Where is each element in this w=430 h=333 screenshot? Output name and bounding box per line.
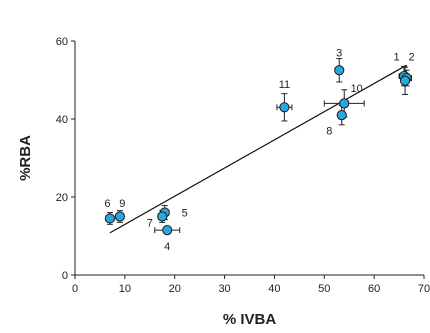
tick-group: 0 10 20 30 40 50 60 70 0 20 40 60 bbox=[56, 36, 430, 295]
x-tick-label: 50 bbox=[318, 283, 330, 295]
y-axis-label: %RBA bbox=[17, 135, 34, 181]
axes bbox=[74, 41, 424, 276]
y-tick-label: 40 bbox=[56, 114, 68, 126]
point-label-group: 1 2 3 10 11 8 6 9 7 5 4 bbox=[104, 48, 414, 253]
x-tick-label: 60 bbox=[368, 283, 380, 295]
data-point-11 bbox=[279, 102, 290, 113]
x-tick-label: 40 bbox=[268, 283, 280, 295]
regression-line bbox=[109, 64, 407, 234]
data-point-12 bbox=[399, 75, 411, 86]
point-group bbox=[104, 65, 412, 236]
point-label-8: 8 bbox=[326, 126, 332, 138]
data-point-8 bbox=[336, 110, 347, 121]
point-label-7: 7 bbox=[147, 217, 153, 229]
point-label-11: 11 bbox=[279, 79, 290, 91]
point-label-2: 2 bbox=[408, 52, 414, 64]
point-label-4: 4 bbox=[164, 241, 170, 253]
x-tick-label: 70 bbox=[418, 283, 430, 295]
data-point-10 bbox=[339, 98, 350, 109]
data-point-7 bbox=[157, 211, 168, 222]
point-label-10: 10 bbox=[351, 83, 363, 95]
y-tick-label: 20 bbox=[56, 192, 68, 204]
regression-line-group bbox=[109, 64, 407, 234]
point-label-1: 1 bbox=[394, 52, 400, 64]
data-point-4 bbox=[162, 225, 173, 236]
point-label-3: 3 bbox=[336, 48, 342, 60]
x-tick-label: 10 bbox=[119, 283, 131, 295]
x-tick-label: 20 bbox=[169, 283, 181, 295]
point-label-9: 9 bbox=[119, 198, 125, 210]
data-point-6 bbox=[104, 213, 116, 224]
point-label-5: 5 bbox=[182, 208, 188, 220]
y-tick-label: 60 bbox=[56, 36, 68, 48]
y-tick-label: 0 bbox=[62, 270, 68, 282]
data-point-3 bbox=[334, 65, 345, 76]
error-bar-group bbox=[105, 58, 413, 234]
x-axis-label: % IVBA bbox=[223, 311, 277, 328]
point-label-6: 6 bbox=[104, 198, 110, 210]
x-tick-label: 30 bbox=[218, 283, 230, 295]
x-tick-label: 0 bbox=[72, 283, 78, 295]
data-point-9 bbox=[114, 211, 125, 222]
